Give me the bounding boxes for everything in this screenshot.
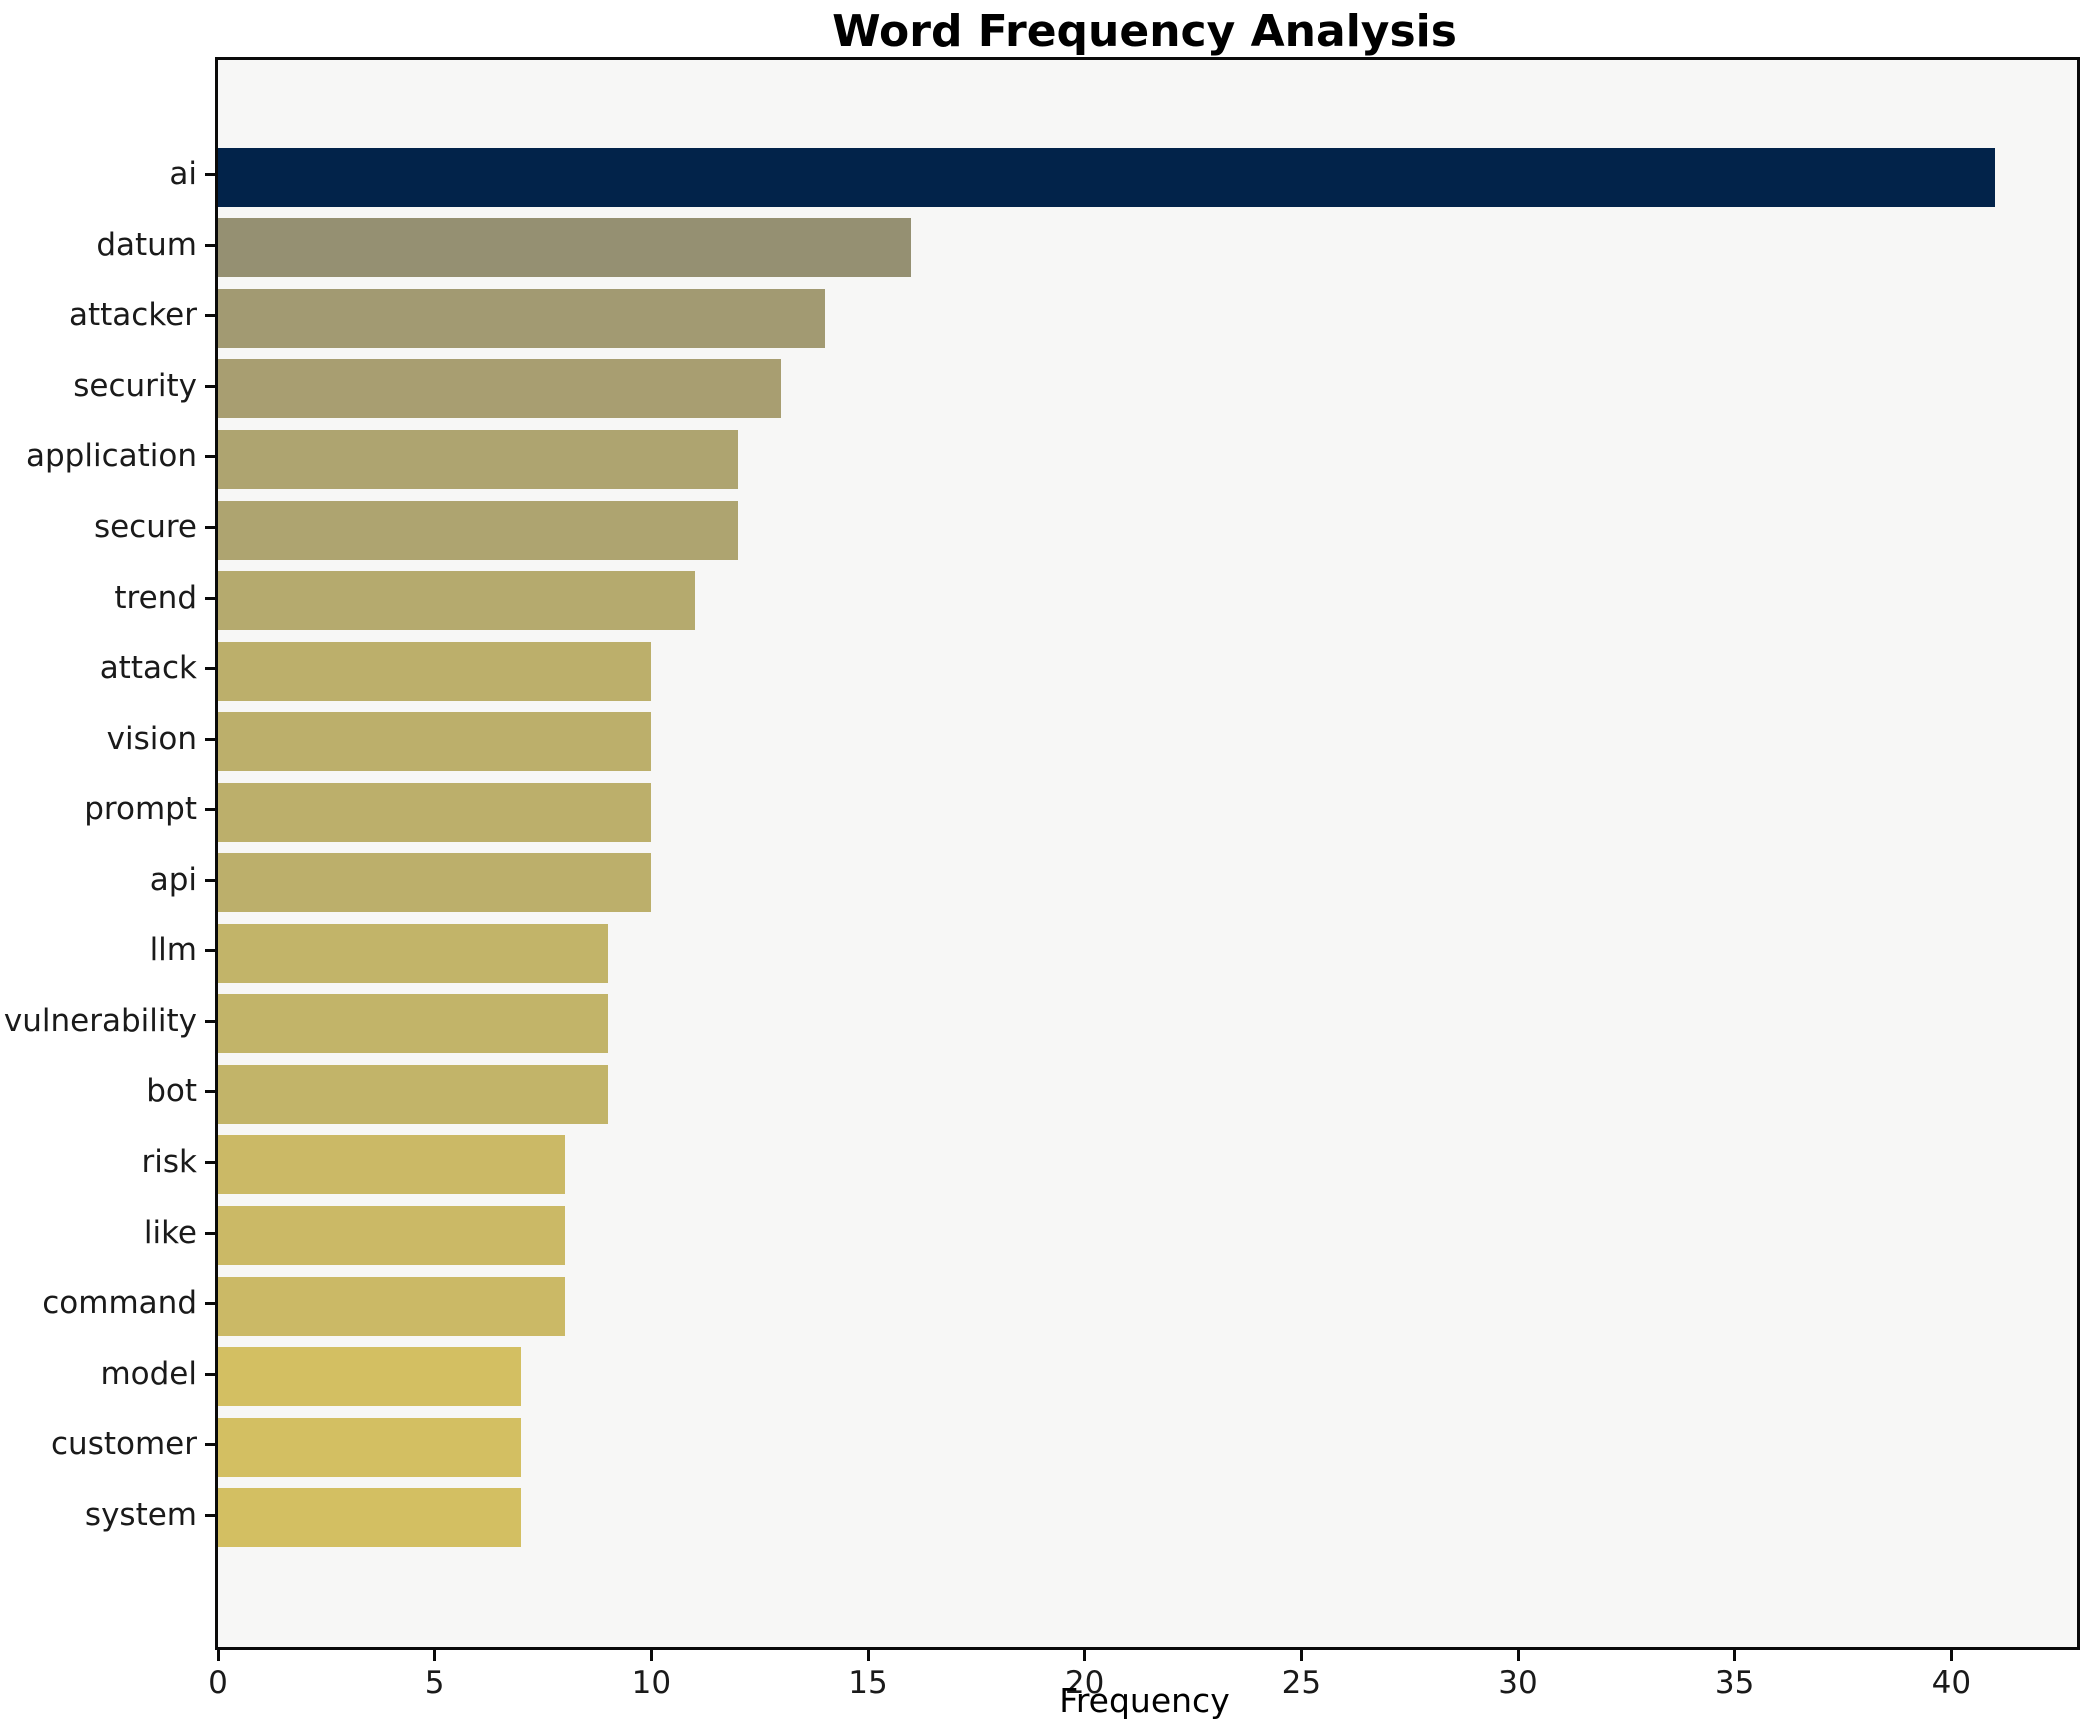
y-tick-mark (205, 737, 215, 741)
y-tick-mark (205, 949, 215, 953)
x-tick-mark (216, 1650, 220, 1661)
y-tick-mark (205, 1019, 215, 1023)
y-tick-mark (205, 1372, 215, 1376)
x-tick-mark (433, 1650, 437, 1661)
y-tick-label: llm (149, 932, 197, 969)
y-tick-label: security (73, 367, 197, 404)
x-tick-mark (1516, 1650, 1520, 1661)
y-tick-label: ai (169, 156, 197, 193)
y-tick-mark (205, 1231, 215, 1235)
y-tick-mark (205, 455, 215, 459)
y-tick-label: model (100, 1355, 197, 1392)
bar-customer (218, 1417, 522, 1477)
y-tick-mark (205, 596, 215, 600)
bar-attacker (218, 288, 825, 348)
y-tick-label: risk (141, 1143, 197, 1180)
x-tick-mark (1949, 1650, 1953, 1661)
y-tick-mark (205, 173, 215, 177)
bar-secure (218, 500, 738, 560)
y-tick-label: system (84, 1496, 197, 1533)
x-tick-mark (649, 1650, 653, 1661)
y-tick-label: customer (51, 1426, 197, 1463)
bar-vulnerability (218, 994, 608, 1054)
y-tick-mark (205, 384, 215, 388)
y-tick-label: api (149, 861, 197, 898)
bar-vision (218, 712, 652, 772)
x-tick-label: 10 (631, 1665, 672, 1701)
bar-application (218, 429, 738, 489)
x-tick-label: 25 (1281, 1665, 1322, 1701)
bar-system (218, 1488, 522, 1548)
x-tick-mark (1083, 1650, 1087, 1661)
bar-bot (218, 1064, 608, 1124)
bar-llm (218, 923, 608, 983)
bar-prompt (218, 782, 652, 842)
bar-ai (218, 147, 1995, 207)
bar-risk (218, 1135, 565, 1195)
y-tick-mark (205, 1160, 215, 1164)
y-tick-label: secure (93, 509, 197, 546)
y-tick-label: prompt (84, 791, 197, 828)
y-tick-label: attack (99, 650, 197, 687)
chart-title: Word Frequency Analysis (832, 6, 1457, 57)
y-tick-mark (205, 314, 215, 318)
x-tick-mark (866, 1650, 870, 1661)
y-tick-label: command (42, 1285, 197, 1322)
y-tick-mark (205, 1090, 215, 1094)
x-tick-label: 35 (1714, 1665, 1755, 1701)
bar-attack (218, 641, 652, 701)
y-tick-mark (205, 878, 215, 882)
bar-trend (218, 571, 695, 631)
x-tick-label: 0 (208, 1665, 228, 1701)
y-tick-mark (205, 667, 215, 671)
y-tick-label: bot (146, 1073, 197, 1110)
bar-datum (218, 218, 912, 278)
y-tick-label: trend (114, 579, 197, 616)
x-axis-label: Frequency (1059, 1681, 1230, 1720)
y-tick-label: like (143, 1214, 197, 1251)
y-tick-label: datum (96, 226, 197, 263)
bar-api (218, 853, 652, 913)
y-tick-mark (205, 808, 215, 812)
x-tick-label: 30 (1498, 1665, 1538, 1701)
y-tick-mark (205, 1513, 215, 1517)
y-tick-mark (205, 1302, 215, 1306)
y-tick-label: attacker (68, 297, 197, 334)
x-tick-label: 40 (1931, 1665, 1972, 1701)
x-tick-mark (1299, 1650, 1303, 1661)
bar-like (218, 1206, 565, 1266)
y-tick-mark (205, 526, 215, 530)
bar-command (218, 1276, 565, 1336)
bar-security (218, 359, 782, 419)
plot-area (215, 57, 2080, 1650)
y-tick-label: application (26, 438, 197, 475)
y-tick-label: vulnerability (3, 1002, 197, 1039)
x-tick-mark (1733, 1650, 1737, 1661)
x-tick-label: 5 (424, 1665, 445, 1701)
bar-model (218, 1347, 522, 1407)
x-tick-label: 15 (848, 1665, 888, 1701)
y-tick-mark (205, 243, 215, 247)
x-tick-label: 20 (1064, 1665, 1105, 1701)
y-tick-mark (205, 1443, 215, 1447)
y-tick-label: vision (106, 720, 197, 757)
